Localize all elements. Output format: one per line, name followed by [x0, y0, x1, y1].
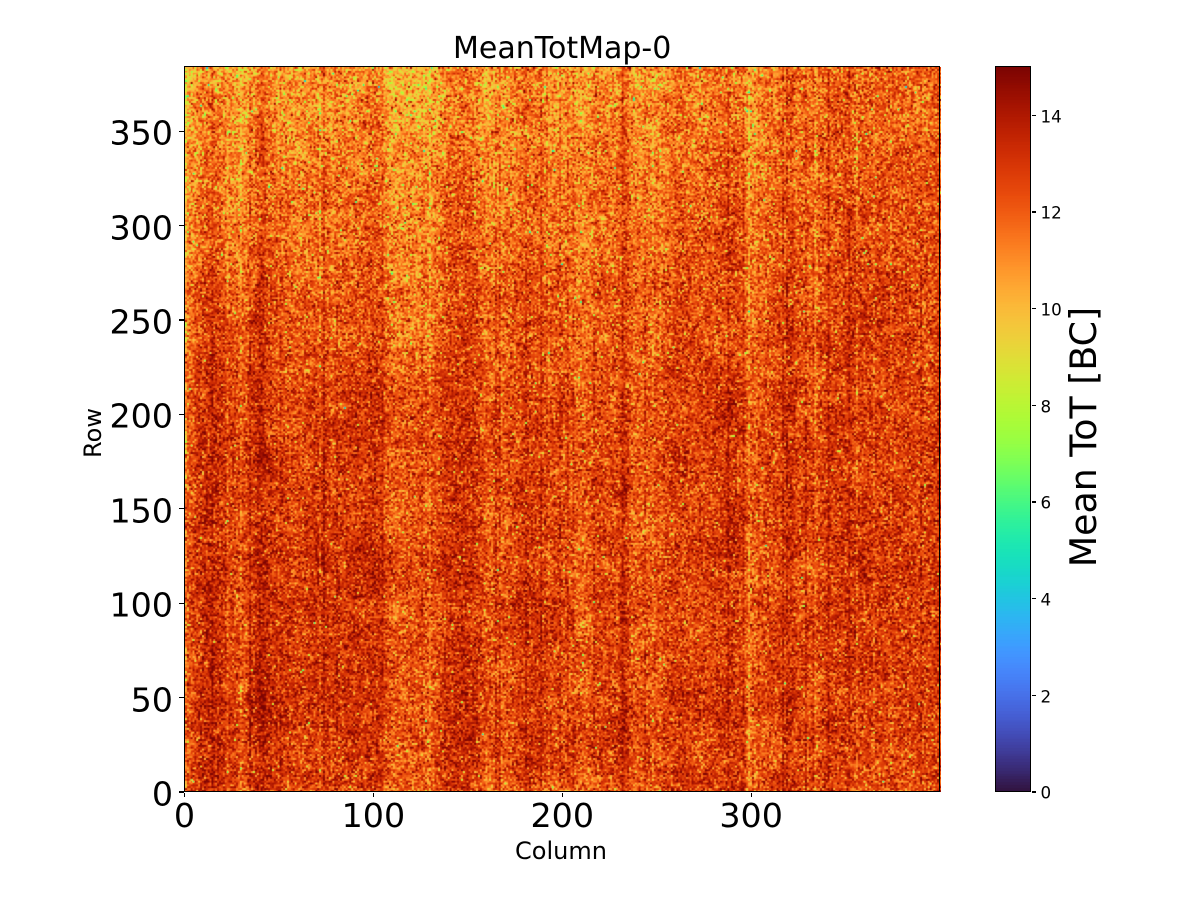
plot-title: MeanTotMap-0 — [453, 31, 672, 67]
colorbar-tick-label: 2 — [1040, 686, 1052, 707]
colorbar-tick-label: 10 — [1040, 299, 1062, 320]
colorbar-label: Mean ToT [BC] — [1061, 306, 1105, 567]
colorbar-tick-mark — [1031, 598, 1037, 600]
x-tick-label: 200 — [530, 795, 595, 835]
x-tick-label: 300 — [719, 795, 783, 835]
y-tick-mark — [179, 696, 184, 699]
y-tick-mark — [179, 791, 184, 793]
colorbar-tick-mark — [1031, 694, 1037, 696]
colorbar-tick-mark — [1031, 211, 1037, 213]
x-axis-label: Column — [515, 836, 607, 865]
x-tick-mark — [561, 792, 563, 798]
colorbar-tick-mark — [1031, 404, 1037, 406]
colorbar-tick-label: 4 — [1040, 589, 1052, 610]
y-tick-mark — [179, 130, 184, 132]
y-tick-label: 100 — [109, 585, 173, 625]
y-axis-label: Row — [79, 407, 107, 458]
colorbar-tick-label: 0 — [1040, 782, 1052, 803]
y-tick-mark — [179, 413, 184, 415]
colorbar-tick-label: 14 — [1040, 106, 1062, 127]
x-tick-mark — [372, 792, 374, 798]
y-tick-label: 200 — [109, 396, 173, 436]
y-tick-label: 0 — [151, 774, 173, 814]
heatmap-canvas — [184, 67, 941, 792]
x-tick-label: 100 — [341, 795, 406, 835]
y-tick-label: 300 — [109, 207, 173, 247]
y-tick-mark — [179, 508, 184, 510]
x-tick-label: 0 — [173, 795, 196, 835]
y-tick-mark — [179, 602, 184, 604]
colorbar-canvas — [996, 67, 1031, 792]
y-tick-mark — [179, 319, 184, 321]
x-tick-mark — [183, 792, 186, 798]
colorbar-tick-mark — [1031, 114, 1037, 116]
colorbar-tick-label: 12 — [1040, 202, 1062, 223]
y-tick-label: 250 — [109, 302, 173, 342]
y-tick-label: 150 — [109, 491, 173, 531]
y-tick-mark — [179, 224, 184, 227]
colorbar-tick-mark — [1031, 308, 1037, 310]
colorbar-tick-label: 6 — [1040, 492, 1052, 513]
y-tick-label: 50 — [130, 679, 173, 719]
colorbar-tick-label: 8 — [1040, 396, 1052, 417]
x-tick-mark — [750, 792, 752, 798]
y-tick-label: 350 — [109, 113, 173, 153]
colorbar-tick-mark — [1031, 791, 1037, 793]
colorbar-tick-mark — [1031, 501, 1037, 503]
